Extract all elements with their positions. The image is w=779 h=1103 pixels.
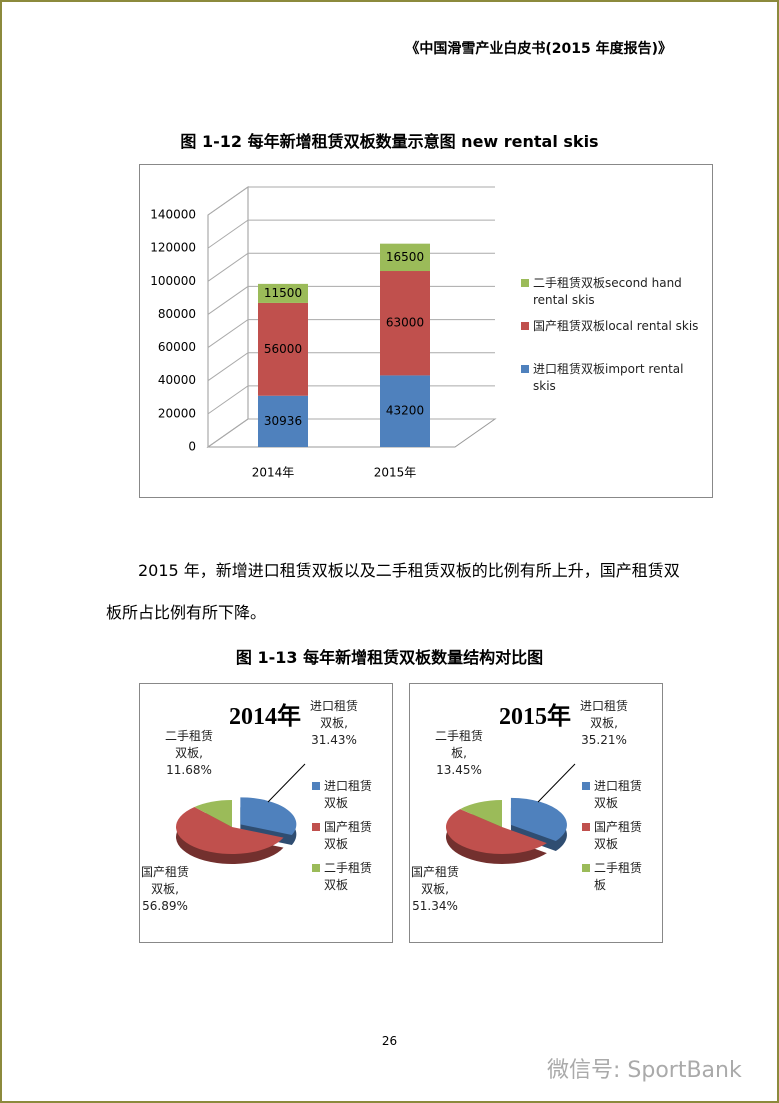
chart-canvas [176, 763, 306, 864]
legend-label: 二手租赁双板second hand rental skis [533, 276, 682, 307]
legend-swatch [521, 365, 529, 373]
y-tick-label: 60000 [158, 340, 196, 354]
header: 《中国滑雪产业白皮书(2015 年度报告)》 [405, 41, 672, 57]
watermark: 微信号: SportBank [547, 1058, 742, 1083]
pie-slice [460, 800, 502, 827]
leader-line [537, 763, 576, 803]
grid-line [207, 252, 495, 282]
floor [206, 418, 497, 448]
value-label: 63000 [386, 316, 424, 330]
data-label: 二手租赁双板, 11.68% [164, 729, 213, 777]
legend-label: 二手租赁双板 [324, 861, 373, 892]
x-tick-label: 2014年 [252, 466, 295, 480]
value-label: 43200 [386, 404, 424, 418]
legend-label: 国产租赁双板 [324, 820, 373, 851]
x-tick-label: 2015年 [374, 466, 417, 480]
bar-chart: 0 20000 40000 60000 80000 100000 120000 140000 2… [139, 164, 713, 498]
legend-label: 国产租赁双板 [594, 820, 643, 851]
y-tick-label: 40000 [158, 373, 196, 387]
bar-segment [380, 375, 430, 447]
y-tick-label: 100000 [150, 274, 196, 288]
bar-segment [380, 271, 430, 376]
y-tick-label: 80000 [158, 307, 196, 321]
y-tick-label: 120000 [150, 241, 196, 255]
bar-segment [258, 283, 308, 303]
y-tick-label: 140000 [150, 208, 196, 222]
data-label: 二手租赁板, 13.45% [434, 729, 483, 777]
pie-chart: 2014年 进口租赁双板, 31.43% 国产租赁双板, 56.89% 二手租赁双板,… [139, 683, 393, 943]
pie-title: 2015年 [499, 704, 571, 730]
value-label: 11500 [264, 286, 302, 300]
chart-canvas: 0 20000 40000 60000 80000 100000 120000 140000 2… [150, 186, 497, 480]
grid-line [207, 418, 495, 448]
legend-label: 国产租赁双板local rental skis [533, 319, 699, 333]
data-label: 进口租赁双板, 31.43% [309, 699, 358, 747]
paragraph: 2015 年，新增进口租赁双板以及二手租赁双板的比例有所上升，国产租赁双板所占比… [106, 561, 680, 622]
grid-line [207, 285, 495, 315]
pie-chart: 2015年 进口租赁双板, 35.21% 国产租赁双板, 51.34% 二手租赁板, … [409, 683, 663, 943]
bar-segment [380, 243, 430, 272]
grid-line [207, 385, 495, 415]
value-label: 30936 [264, 414, 302, 428]
data-label: 国产租赁双板, 56.89% [140, 865, 189, 913]
legend-label: 进口租赁双板 [594, 779, 643, 810]
page-number: 26 [381, 1034, 398, 1048]
pie-slice [510, 797, 567, 841]
pie-slice [176, 806, 284, 854]
chart-canvas [446, 763, 576, 864]
pie-slice [240, 797, 297, 835]
bar-segment [258, 395, 308, 447]
legend-swatch [312, 823, 320, 831]
legend-swatch [521, 322, 529, 330]
y-tick-label: 0 [188, 440, 196, 454]
legend-label: 进口租赁双板import rental skis [533, 362, 684, 393]
legend-swatch [582, 823, 590, 831]
back-wall [207, 186, 249, 448]
legend-swatch [582, 782, 590, 790]
bar-segment [258, 302, 308, 396]
pie-slice [194, 800, 232, 827]
legend-label: 进口租赁双板 [324, 779, 373, 810]
y-tick-label: 20000 [158, 406, 196, 420]
legend-swatch [582, 864, 590, 872]
pie-slice [446, 809, 547, 854]
legend-swatch [312, 864, 320, 872]
leader-line [267, 763, 306, 803]
grid-line [207, 219, 495, 249]
legend-swatch [521, 279, 529, 287]
data-label: 进口租赁双板, 35.21% [579, 699, 628, 747]
legend-label: 二手租赁板 [594, 861, 643, 892]
data-label: 国产租赁双板, 51.34% [410, 865, 459, 913]
legend-swatch [312, 782, 320, 790]
value-label: 56000 [264, 342, 302, 356]
figure-title: 图 1-12 每年新增租赁双板数量示意图 new rental skis [180, 132, 599, 151]
grid-line [207, 186, 495, 216]
grid-line [207, 319, 495, 348]
figure-title: 图 1-13 每年新增租赁双板数量结构对比图 [235, 648, 544, 667]
pie-title: 2014年 [229, 704, 301, 730]
grid-line [207, 352, 495, 382]
value-label: 16500 [386, 250, 424, 264]
